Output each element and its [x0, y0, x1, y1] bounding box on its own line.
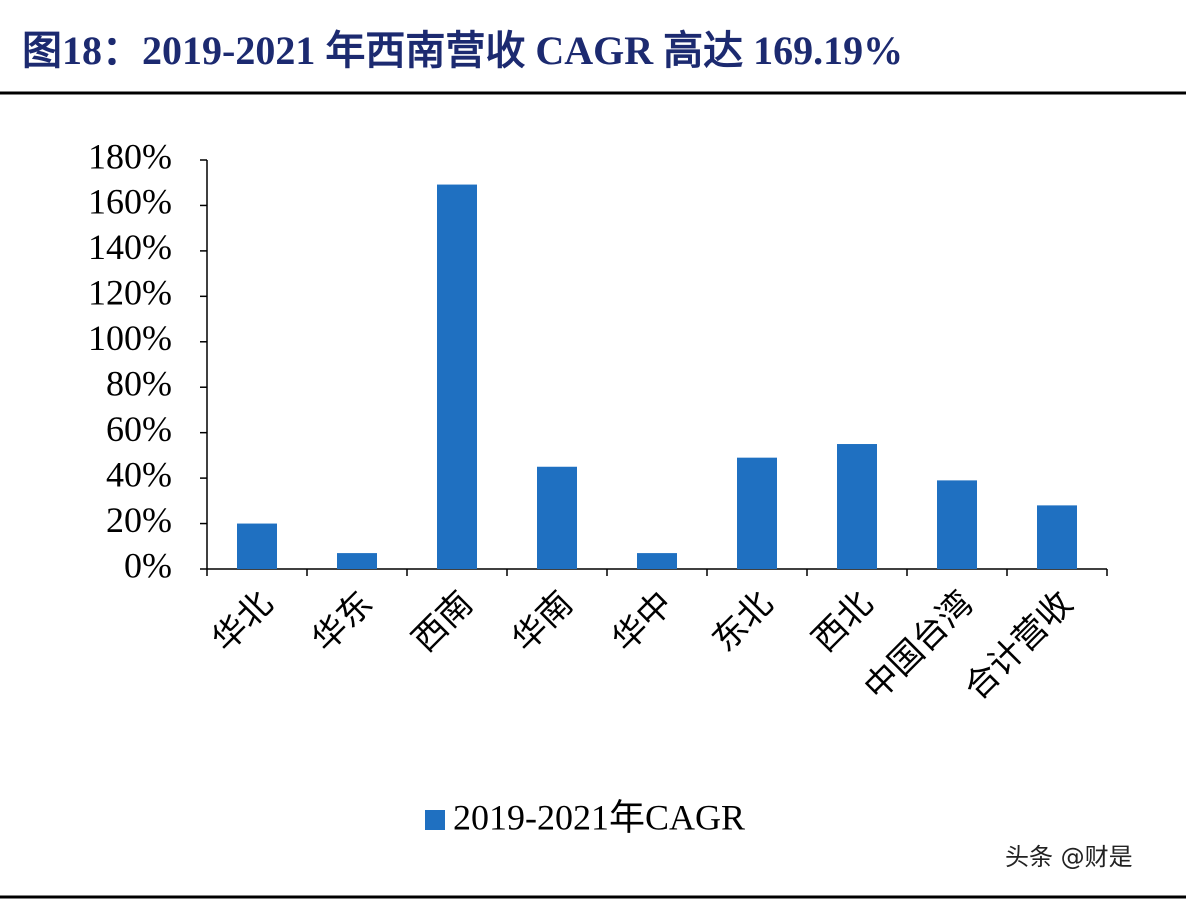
bar	[437, 184, 477, 569]
watermark: 头条 @财是	[1005, 843, 1133, 871]
y-tick-label: 60%	[106, 409, 172, 449]
chart-title: 图18：2019-2021 年西南营收 CAGR 高达 169.19%	[22, 28, 903, 73]
bar	[737, 457, 777, 569]
y-tick-label: 80%	[106, 363, 172, 403]
y-tick-label: 140%	[88, 227, 172, 267]
bar	[1037, 505, 1077, 569]
y-tick-label: 180%	[88, 136, 172, 176]
bar	[637, 553, 677, 569]
bar	[337, 553, 377, 569]
bar	[237, 523, 277, 569]
y-tick-label: 120%	[88, 273, 172, 313]
bar	[937, 480, 977, 569]
y-tick-label: 20%	[106, 500, 172, 540]
y-tick-label: 0%	[124, 545, 172, 585]
y-tick-label: 160%	[88, 182, 172, 222]
y-tick-label: 40%	[106, 454, 172, 494]
legend-label: 2019-2021年CAGR	[453, 797, 745, 837]
y-tick-label: 100%	[88, 318, 172, 358]
bar	[837, 444, 877, 569]
legend-swatch	[425, 810, 445, 830]
bar	[537, 466, 577, 569]
